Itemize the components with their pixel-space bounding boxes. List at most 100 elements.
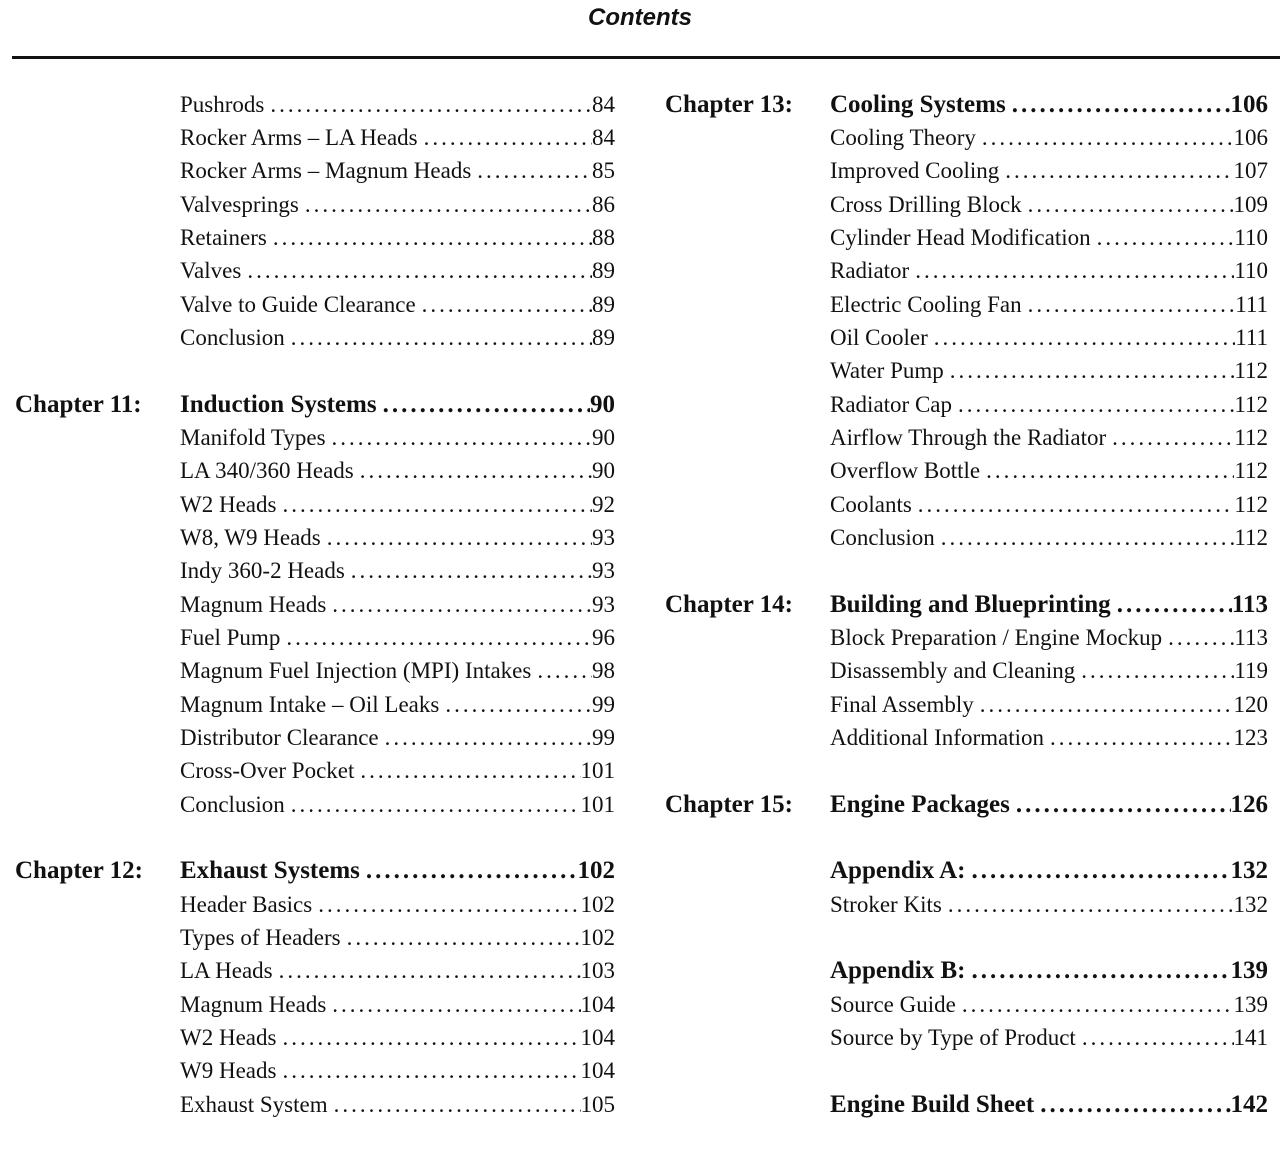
toc-entry[interactable]: Stroker Kits 132 xyxy=(665,888,1268,921)
toc-entry-title[interactable]: Magnum Fuel Injection (MPI) Intakes xyxy=(180,658,532,684)
toc-entry[interactable]: Radiator Cap 112 xyxy=(665,388,1268,421)
toc-chapter-heading[interactable]: Chapter 14: Building and Blueprinting 113 xyxy=(665,588,1268,621)
toc-entry[interactable]: Pushrods 84 xyxy=(15,88,615,121)
toc-entry[interactable]: Water Pump 112 xyxy=(665,355,1268,388)
toc-entry-title[interactable]: Stroker Kits xyxy=(830,891,942,917)
toc-entry-title[interactable]: Pushrods xyxy=(180,91,265,117)
toc-entry[interactable]: Additional Information 123 xyxy=(665,721,1268,754)
toc-entry[interactable]: Airflow Through the Radiator 112 xyxy=(665,421,1268,454)
toc-entry-title[interactable]: Oil Cooler xyxy=(830,324,928,350)
toc-entry[interactable]: Conclusion 89 xyxy=(15,321,615,354)
toc-entry-title[interactable]: Improved Cooling xyxy=(830,158,1000,184)
toc-entry-title[interactable]: Conclusion xyxy=(830,524,935,550)
toc-entry[interactable]: Indy 360-2 Heads 93 xyxy=(15,555,615,588)
toc-entry[interactable]: Valve to Guide Clearance 89 xyxy=(15,288,615,321)
toc-entry[interactable]: Magnum Heads 93 xyxy=(15,588,615,621)
toc-entry[interactable]: Magnum Heads 104 xyxy=(15,988,615,1021)
toc-entry[interactable]: Rocker Arms – LA Heads 84 xyxy=(15,121,615,154)
toc-entry-title[interactable]: W8, W9 Heads xyxy=(180,524,321,550)
toc-entry[interactable]: Disassembly and Cleaning 119 xyxy=(665,655,1268,688)
toc-entry-title[interactable]: W9 Heads xyxy=(180,1058,277,1084)
toc-entry[interactable]: Fuel Pump 96 xyxy=(15,621,615,654)
toc-entry-title[interactable]: Retainers xyxy=(180,224,267,250)
toc-entry[interactable]: Rocker Arms – Magnum Heads 85 xyxy=(15,155,615,188)
toc-entry-title[interactable]: Header Basics xyxy=(180,891,313,917)
toc-entry[interactable]: Overflow Bottle 112 xyxy=(665,455,1268,488)
toc-entry-title[interactable]: Induction Systems xyxy=(180,390,377,418)
toc-entry-title[interactable]: Radiator xyxy=(830,258,910,284)
toc-entry-title[interactable]: Valve to Guide Clearance xyxy=(180,291,416,317)
toc-entry-title[interactable]: Types of Headers xyxy=(180,924,341,950)
toc-entry[interactable]: Types of Headers 102 xyxy=(15,921,615,954)
toc-entry[interactable]: W2 Heads 104 xyxy=(15,1021,615,1054)
toc-entry[interactable]: Manifold Types 90 xyxy=(15,421,615,454)
toc-chapter-heading[interactable]: Appendix A: 132 xyxy=(665,855,1268,888)
toc-entry-title[interactable]: Appendix A: xyxy=(830,857,966,885)
toc-entry-title[interactable]: Coolants xyxy=(830,491,912,517)
toc-entry[interactable]: Cross Drilling Block 109 xyxy=(665,188,1268,221)
toc-entry-title[interactable]: Magnum Intake – Oil Leaks xyxy=(180,691,440,717)
toc-entry-title[interactable]: Additional Information xyxy=(830,724,1044,750)
toc-entry[interactable]: Electric Cooling Fan 111 xyxy=(665,288,1268,321)
toc-entry[interactable]: W9 Heads 104 xyxy=(15,1055,615,1088)
toc-entry-title[interactable]: Radiator Cap xyxy=(830,391,952,417)
toc-entry-title[interactable]: Manifold Types xyxy=(180,424,326,450)
toc-entry-title[interactable]: Water Pump xyxy=(830,358,944,384)
toc-entry[interactable]: Cylinder Head Modification 110 xyxy=(665,221,1268,254)
toc-entry-title[interactable]: Fuel Pump xyxy=(180,624,281,650)
toc-entry[interactable]: Coolants 112 xyxy=(665,488,1268,521)
toc-entry[interactable]: Magnum Fuel Injection (MPI) Intakes 98 xyxy=(15,655,615,688)
toc-entry-title[interactable]: Cooling Theory xyxy=(830,124,976,150)
toc-entry[interactable]: LA Heads 103 xyxy=(15,955,615,988)
toc-chapter-heading[interactable]: Appendix B: 139 xyxy=(665,955,1268,988)
toc-entry-title[interactable]: Source Guide xyxy=(830,991,956,1017)
toc-chapter-heading[interactable]: Engine Build Sheet 142 xyxy=(665,1088,1268,1121)
toc-entry-title[interactable]: Engine Packages xyxy=(830,790,1010,818)
toc-entry-title[interactable]: Exhaust System xyxy=(180,1091,328,1117)
toc-entry-title[interactable]: Exhaust Systems xyxy=(180,857,360,885)
toc-entry-title[interactable]: Overflow Bottle xyxy=(830,458,981,484)
toc-entry[interactable]: Final Assembly 120 xyxy=(665,688,1268,721)
toc-entry-title[interactable]: Magnum Heads xyxy=(180,991,327,1017)
toc-entry[interactable]: Source by Type of Product 141 xyxy=(665,1021,1268,1054)
toc-chapter-heading[interactable]: Chapter 11: Induction Systems 90 xyxy=(15,388,615,421)
toc-entry[interactable]: Cooling Theory 106 xyxy=(665,121,1268,154)
toc-entry-title[interactable]: Cross-Over Pocket xyxy=(180,758,355,784)
toc-entry-title[interactable]: W2 Heads xyxy=(180,491,277,517)
toc-entry-title[interactable]: Valves xyxy=(180,258,242,284)
toc-entry-title[interactable]: Distributor Clearance xyxy=(180,724,379,750)
toc-entry[interactable]: Valves 89 xyxy=(15,255,615,288)
toc-entry[interactable]: Improved Cooling 107 xyxy=(665,155,1268,188)
toc-entry[interactable]: Source Guide 139 xyxy=(665,988,1268,1021)
toc-entry-title[interactable]: Final Assembly xyxy=(830,691,974,717)
toc-entry-title[interactable]: Rocker Arms – Magnum Heads xyxy=(180,158,472,184)
toc-entry-title[interactable]: Magnum Heads xyxy=(180,591,327,617)
toc-entry-title[interactable]: Block Preparation / Engine Mockup xyxy=(830,624,1163,650)
toc-entry-title[interactable]: LA Heads xyxy=(180,958,273,984)
toc-entry-title[interactable]: Cross Drilling Block xyxy=(830,191,1022,217)
toc-entry[interactable]: Cross-Over Pocket 101 xyxy=(15,755,615,788)
toc-entry-title[interactable]: Disassembly and Cleaning xyxy=(830,658,1076,684)
toc-entry-title[interactable]: Source by Type of Product xyxy=(830,1024,1076,1050)
toc-entry-title[interactable]: Cylinder Head Modification xyxy=(830,224,1091,250)
toc-chapter-heading[interactable]: Chapter 12: Exhaust Systems 102 xyxy=(15,855,615,888)
toc-entry[interactable]: Distributor Clearance 99 xyxy=(15,721,615,754)
toc-entry[interactable]: Conclusion 101 xyxy=(15,788,615,821)
toc-entry[interactable]: Oil Cooler 111 xyxy=(665,321,1268,354)
toc-entry[interactable]: Magnum Intake – Oil Leaks 99 xyxy=(15,688,615,721)
toc-entry-title[interactable]: LA 340/360 Heads xyxy=(180,458,354,484)
toc-entry-title[interactable]: Appendix B: xyxy=(830,957,966,985)
toc-chapter-heading[interactable]: Chapter 15: Engine Packages 126 xyxy=(665,788,1268,821)
toc-entry-title[interactable]: Rocker Arms – LA Heads xyxy=(180,124,418,150)
toc-entry-title[interactable]: Indy 360-2 Heads xyxy=(180,558,345,584)
toc-entry[interactable]: LA 340/360 Heads 90 xyxy=(15,455,615,488)
toc-entry[interactable]: W2 Heads 92 xyxy=(15,488,615,521)
toc-entry[interactable]: Header Basics 102 xyxy=(15,888,615,921)
toc-entry-title[interactable]: W2 Heads xyxy=(180,1024,277,1050)
toc-entry-title[interactable]: Valvesprings xyxy=(180,191,299,217)
toc-entry[interactable]: W8, W9 Heads 93 xyxy=(15,521,615,554)
toc-entry[interactable]: Block Preparation / Engine Mockup 113 xyxy=(665,621,1268,654)
toc-entry[interactable]: Radiator 110 xyxy=(665,255,1268,288)
toc-entry-title[interactable]: Airflow Through the Radiator xyxy=(830,424,1107,450)
toc-entry-title[interactable]: Cooling Systems xyxy=(830,90,1006,118)
